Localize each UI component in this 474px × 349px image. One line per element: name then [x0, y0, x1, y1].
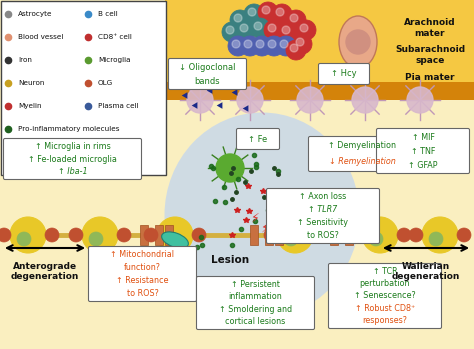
Text: ↑ Robust CD8⁺: ↑ Robust CD8⁺ — [355, 304, 415, 313]
FancyBboxPatch shape — [250, 225, 258, 245]
Circle shape — [282, 26, 290, 34]
Text: Pro-inflammatory molecules: Pro-inflammatory molecules — [18, 126, 119, 132]
Text: ↑ Fe: ↑ Fe — [248, 134, 268, 143]
FancyBboxPatch shape — [165, 225, 173, 245]
Circle shape — [234, 14, 242, 22]
Circle shape — [240, 36, 260, 56]
Text: to ROS?: to ROS? — [307, 231, 339, 240]
FancyBboxPatch shape — [345, 225, 353, 245]
Circle shape — [237, 87, 263, 113]
Circle shape — [226, 26, 234, 34]
Text: Astrocyte: Astrocyte — [18, 11, 53, 17]
Text: Blood vessel: Blood vessel — [18, 34, 64, 40]
Circle shape — [264, 36, 284, 56]
Circle shape — [397, 228, 411, 242]
Text: ↑ Sensitivity: ↑ Sensitivity — [298, 218, 348, 227]
Ellipse shape — [339, 16, 377, 68]
Text: Plasma cell: Plasma cell — [98, 103, 138, 109]
Circle shape — [284, 232, 298, 246]
Circle shape — [17, 232, 31, 246]
Circle shape — [244, 4, 264, 24]
Circle shape — [250, 18, 270, 38]
Circle shape — [276, 8, 284, 16]
Text: OLG: OLG — [98, 80, 113, 86]
FancyBboxPatch shape — [165, 82, 474, 100]
Circle shape — [277, 217, 313, 253]
Circle shape — [429, 232, 443, 246]
Text: Arachnoid
mater: Arachnoid mater — [404, 18, 456, 38]
Text: B cell: B cell — [98, 11, 118, 17]
Text: ⚡: ⚡ — [251, 211, 259, 224]
Text: Wallerian
degeneration: Wallerian degeneration — [392, 262, 460, 281]
Text: Iron: Iron — [18, 57, 32, 63]
Circle shape — [422, 217, 458, 253]
FancyBboxPatch shape — [155, 225, 163, 245]
FancyBboxPatch shape — [266, 188, 380, 244]
Text: ↑ Mitochondrial: ↑ Mitochondrial — [110, 250, 174, 259]
Circle shape — [187, 87, 213, 113]
Circle shape — [0, 228, 11, 242]
Circle shape — [244, 40, 252, 48]
Text: ↓ Remyelination: ↓ Remyelination — [329, 157, 396, 166]
FancyBboxPatch shape — [1, 1, 166, 175]
Circle shape — [157, 217, 193, 253]
Text: function?: function? — [124, 263, 161, 272]
Text: ↑ Axon loss: ↑ Axon loss — [300, 192, 346, 201]
Text: Pia mater: Pia mater — [405, 73, 455, 82]
Circle shape — [10, 217, 46, 253]
Circle shape — [228, 36, 248, 56]
FancyBboxPatch shape — [89, 246, 197, 302]
Text: bands: bands — [195, 76, 220, 86]
Circle shape — [297, 87, 323, 113]
Circle shape — [45, 228, 59, 242]
Text: ↑ Resistance: ↑ Resistance — [116, 276, 169, 285]
Text: ↓ Oligoclonal: ↓ Oligoclonal — [179, 62, 236, 72]
Text: ↑ TCR: ↑ TCR — [373, 267, 397, 276]
Text: perturbation: perturbation — [360, 279, 410, 288]
Text: ↑ Iba-1: ↑ Iba-1 — [58, 167, 87, 176]
Circle shape — [264, 20, 284, 40]
Text: Myelin: Myelin — [18, 103, 42, 109]
FancyBboxPatch shape — [197, 276, 315, 329]
Text: ↑ Microglia in rims: ↑ Microglia in rims — [35, 142, 110, 151]
Circle shape — [300, 24, 308, 32]
Text: ↑ GFAP: ↑ GFAP — [408, 161, 438, 170]
Text: ↑ Persistent: ↑ Persistent — [231, 280, 280, 289]
Text: Anterograde
degeneration: Anterograde degeneration — [11, 262, 79, 281]
FancyBboxPatch shape — [140, 225, 148, 245]
Text: CD8⁺ cell: CD8⁺ cell — [98, 34, 132, 40]
FancyBboxPatch shape — [319, 64, 370, 84]
Circle shape — [117, 228, 131, 242]
Text: Subarachnoid
space: Subarachnoid space — [395, 45, 465, 65]
Text: Microglia: Microglia — [98, 57, 130, 63]
Circle shape — [409, 228, 423, 242]
Circle shape — [280, 40, 288, 48]
Text: ⚡: ⚡ — [271, 207, 279, 220]
Text: ↑ Fe-loaded microglia: ↑ Fe-loaded microglia — [28, 155, 117, 163]
Circle shape — [268, 40, 276, 48]
Circle shape — [216, 154, 244, 182]
Text: ⚡: ⚡ — [261, 222, 269, 235]
Circle shape — [290, 44, 298, 52]
Circle shape — [236, 20, 256, 40]
FancyBboxPatch shape — [330, 225, 338, 245]
FancyBboxPatch shape — [328, 263, 441, 328]
Circle shape — [407, 87, 433, 113]
Circle shape — [362, 217, 398, 253]
Text: to ROS?: to ROS? — [127, 289, 158, 298]
Circle shape — [346, 30, 370, 54]
Text: Neuron: Neuron — [18, 80, 45, 86]
FancyBboxPatch shape — [309, 136, 417, 171]
Ellipse shape — [162, 232, 188, 248]
Circle shape — [254, 22, 262, 30]
Circle shape — [232, 40, 240, 48]
Circle shape — [248, 8, 256, 16]
Circle shape — [69, 228, 83, 242]
Circle shape — [192, 228, 206, 242]
Circle shape — [144, 228, 158, 242]
Text: inflammation: inflammation — [228, 292, 283, 301]
Text: cortical lesions: cortical lesions — [225, 317, 286, 326]
Circle shape — [272, 4, 292, 24]
Circle shape — [292, 34, 312, 54]
